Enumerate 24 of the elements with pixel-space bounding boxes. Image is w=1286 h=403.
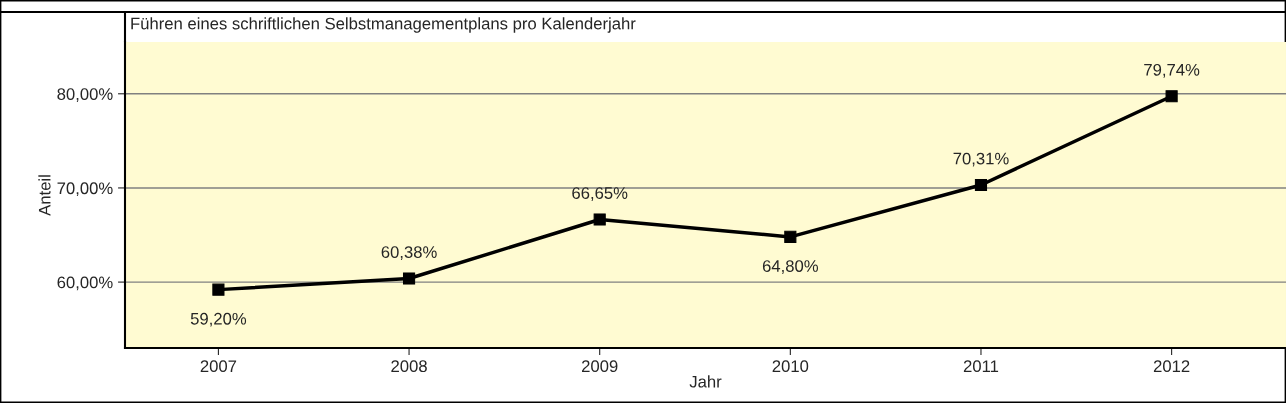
data-label: 59,20% [190, 312, 247, 327]
y-tick-label: 80,00% [57, 88, 113, 102]
chart-title: Führen eines schriftlichen Selbstmanagementplans pro Kalenderjahr [131, 17, 636, 33]
x-tick-label: 2012 [1153, 360, 1190, 373]
x-tick-label: 2011 [963, 360, 999, 373]
point [974, 178, 988, 192]
point [784, 230, 797, 243]
data-label: 70,31% [953, 152, 1009, 167]
point [212, 283, 225, 296]
point [593, 213, 606, 226]
y-tick-label: 70,00% [57, 182, 113, 197]
x-tick-label: 2009 [582, 360, 618, 373]
data-label: 66,65% [572, 187, 628, 201]
x-tick-label: 2010 [772, 360, 809, 373]
x-axis-title: Jahr [689, 375, 722, 388]
y-axis-title: Anteil [38, 175, 51, 216]
data-label: 79,74% [1144, 63, 1200, 78]
data-label: 64,80% [762, 260, 819, 274]
x-tick-label: 2008 [391, 360, 427, 373]
y-tick-label: 60,00% [57, 276, 113, 291]
data-label: 60,38% [381, 246, 437, 260]
point [1165, 90, 1178, 103]
x-tick-label: 2007 [200, 360, 237, 373]
point [402, 272, 416, 285]
